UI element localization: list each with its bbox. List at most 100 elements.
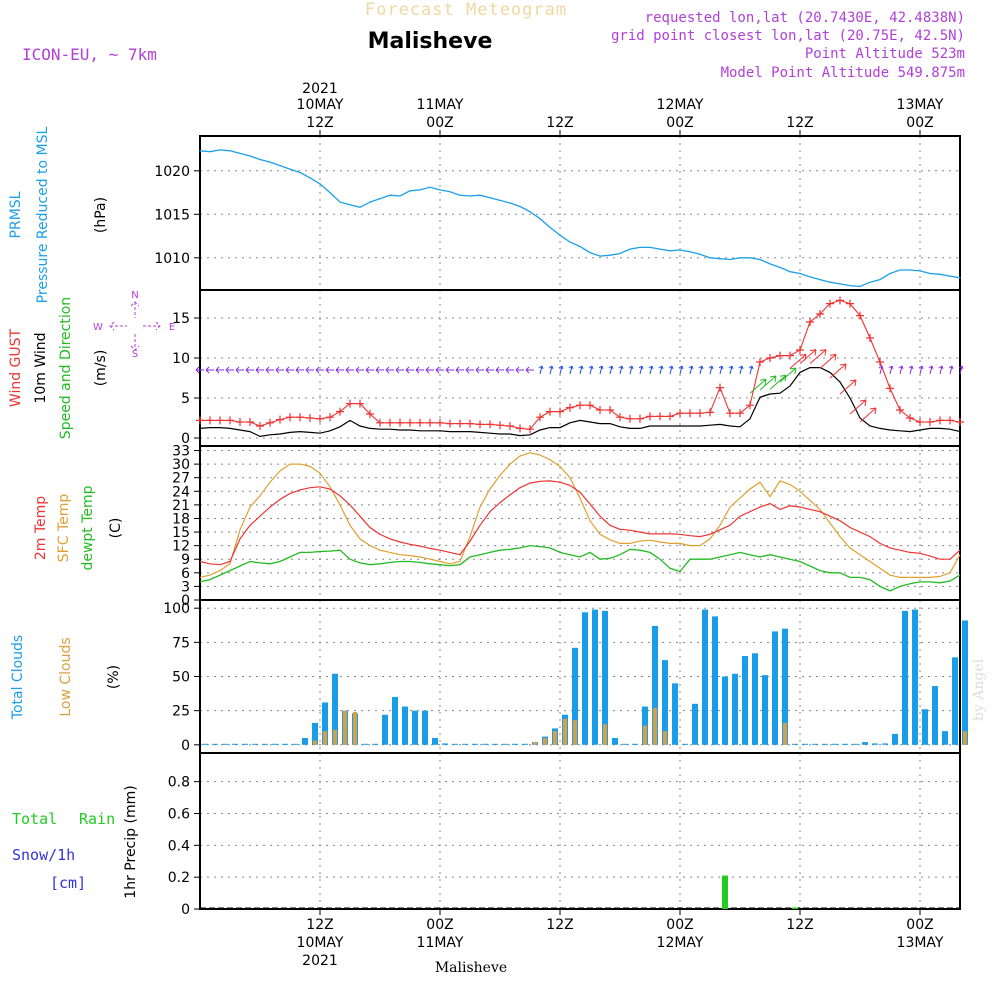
wind-direction-arrow	[759, 375, 777, 391]
pressure-point	[729, 258, 731, 261]
wind-direction-arrow	[708, 365, 714, 375]
bottom-hour-label: 00Z	[906, 917, 933, 933]
wind-gust-label: Wind GUST	[8, 328, 24, 407]
pressure-point	[759, 258, 761, 261]
wind-direction-arrow	[485, 366, 494, 374]
compass-rose: N S W E	[93, 290, 175, 360]
y-tick-label: 100	[163, 601, 190, 617]
wind-direction-arrow	[365, 366, 374, 374]
total-cloud-bar	[892, 733, 898, 745]
gust-marker	[336, 407, 344, 416]
gust-marker	[836, 296, 844, 305]
wind-direction-arrow	[435, 366, 444, 374]
wind-10m-label: 10m Wind	[33, 332, 49, 403]
temp-2m-line	[199, 480, 961, 566]
pressure-point	[459, 194, 461, 196]
top-date-label: 10MAY	[297, 97, 344, 113]
pressure-point	[429, 186, 431, 188]
total-cloud-bar	[712, 616, 718, 745]
gust-marker	[746, 401, 754, 410]
y-tick-label: 1015	[154, 207, 190, 223]
total-cloud-bar	[272, 743, 278, 745]
low-cloud-bar	[353, 712, 357, 745]
y-tick-label: 3	[181, 579, 190, 595]
y-tick-label: 25	[172, 704, 190, 720]
total-cloud-bar	[442, 743, 448, 745]
low-clouds-label: Low Clouds	[58, 637, 74, 716]
pressure-point	[679, 249, 681, 251]
total-cloud-bar	[312, 722, 318, 745]
wind-direction-arrow	[548, 365, 554, 375]
wind-direction-arrow	[215, 366, 224, 374]
total-cloud-bar	[762, 675, 768, 745]
gust-marker	[916, 418, 924, 426]
total-cloud-bar	[282, 743, 288, 745]
pressure-point	[649, 246, 651, 248]
total-cloud-bar	[632, 743, 638, 745]
pressure-point	[749, 257, 751, 259]
top-hour-label: 12Z	[546, 115, 573, 131]
bottom-hour-label: 00Z	[426, 917, 453, 933]
wind-direction-arrow	[538, 365, 544, 375]
gust-marker	[496, 421, 504, 430]
total-cloud-bar	[592, 609, 598, 745]
total-cloud-bar	[222, 743, 228, 745]
pressure-point	[519, 205, 521, 208]
total-cloud-bar	[452, 743, 458, 745]
wind-direction-arrow	[235, 366, 244, 374]
gust-marker	[846, 299, 854, 308]
bottom-hour-label: 00Z	[666, 917, 693, 933]
top-date-label: 11MAY	[417, 97, 464, 113]
total-clouds-label: Total Clouds	[10, 635, 26, 720]
panel-frame	[199, 289, 961, 447]
gust-marker	[876, 358, 884, 366]
pressure-point	[599, 255, 601, 257]
wind-direction-arrow	[285, 366, 294, 374]
wind-direction-arrow	[305, 366, 314, 374]
gust-marker	[566, 403, 574, 412]
total-cloud-bar	[792, 743, 798, 745]
compass-s: S	[132, 349, 138, 360]
total-cloud-bar	[482, 743, 488, 745]
y-tick-label: 30	[172, 457, 190, 473]
gust-marker	[356, 399, 364, 408]
wind-direction-arrow	[878, 365, 884, 375]
wind-direction-arrow	[698, 365, 704, 375]
wind-direction-arrow	[769, 374, 787, 390]
total-cloud-bar	[462, 743, 468, 745]
total-cloud-bar	[782, 628, 788, 745]
total-cloud-bar	[952, 657, 958, 745]
total-cloud-bar	[402, 706, 408, 745]
total-cloud-bar	[872, 743, 878, 745]
total-cloud-bar	[692, 703, 698, 745]
total-cloud-bar	[832, 743, 838, 745]
pressure-point	[419, 189, 421, 191]
gust-marker	[626, 414, 634, 423]
total-cloud-bar	[362, 743, 368, 745]
y-tick-label: 10	[172, 351, 190, 367]
top-year-label: 2021	[302, 81, 338, 97]
total-cloud-bar	[332, 673, 338, 745]
total-cloud-bar	[802, 743, 808, 745]
gust-marker	[416, 418, 424, 427]
total-cloud-bar	[392, 696, 398, 745]
snow-label: Snow/1h	[12, 846, 75, 864]
total-cloud-bar	[372, 743, 378, 745]
low-cloud-bar	[533, 742, 537, 745]
gust-marker	[376, 418, 384, 427]
grid-point-coords: grid point closest lon,lat (20.75E, 42.5…	[611, 28, 965, 44]
pressure-point	[329, 191, 331, 194]
compass-arrows-icon	[109, 301, 161, 351]
gust-marker	[886, 384, 894, 393]
y-tick-label: 75	[172, 635, 190, 651]
gust-marker	[956, 418, 964, 426]
bottom-hour-label: 12Z	[306, 917, 333, 933]
pressure-point	[199, 150, 201, 152]
wind-direction-arrow	[415, 366, 424, 374]
bottom-hour-label: 12Z	[786, 917, 813, 933]
pressure-point	[929, 272, 931, 275]
wind-direction-arrow	[195, 366, 204, 374]
wind-direction-arrow	[658, 365, 664, 375]
wind-direction-arrow	[325, 366, 334, 374]
